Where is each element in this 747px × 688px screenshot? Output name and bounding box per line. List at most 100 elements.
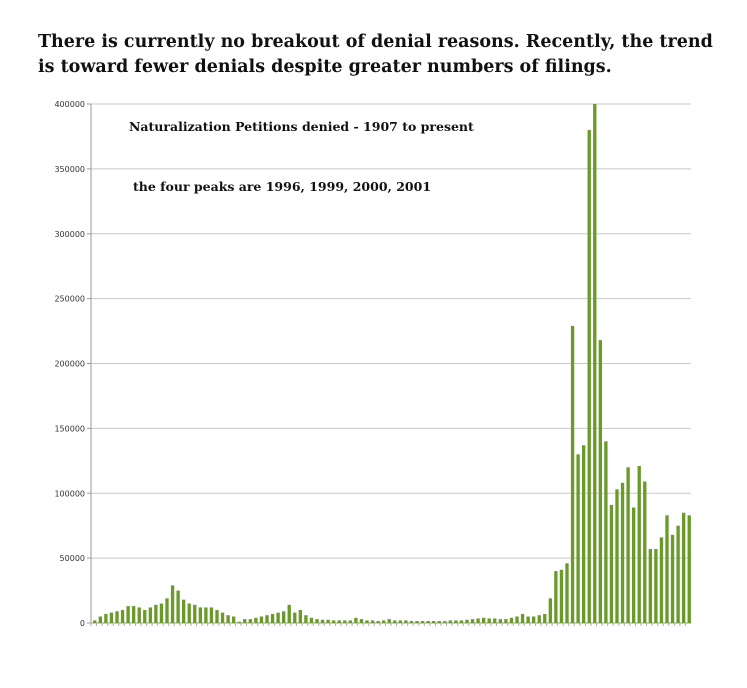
bar-2009: [659, 537, 664, 623]
bar-1938: [265, 615, 269, 623]
bar-1946: [309, 617, 314, 623]
y-axis-ticks: 0 50000 100000 150000 200000 250000 300000 3500…: [54, 100, 92, 628]
bar-1969: [437, 621, 441, 623]
bar-1939: [270, 613, 275, 623]
bar-2008: [654, 549, 658, 623]
bar-1948: [320, 619, 325, 623]
bar-1920: [165, 598, 169, 623]
y-tick-label: 350000: [54, 165, 85, 174]
bar-1944: [298, 610, 302, 623]
bar-2011: [670, 534, 675, 623]
bar-1960: [387, 619, 391, 623]
bar-1921: [170, 585, 175, 623]
bar-1965: [415, 621, 419, 623]
bar-1975: [470, 619, 475, 623]
bar-1923: [182, 599, 186, 623]
y-tick-label: 300000: [54, 230, 85, 239]
bar-1951: [337, 620, 341, 623]
bar-1958: [376, 621, 380, 623]
bar-1911: [115, 611, 119, 623]
bar-1974: [465, 619, 469, 623]
bar-1916: [143, 610, 147, 623]
bar-1930: [220, 612, 225, 623]
bar-1910: [109, 612, 114, 623]
bar-1942: [287, 604, 291, 623]
bar-1962: [398, 620, 402, 623]
bar-1945: [304, 615, 308, 623]
bar-1970: [443, 621, 447, 623]
bar-1947: [315, 619, 319, 623]
bar-1926: [198, 607, 202, 623]
bar-2010: [665, 515, 669, 623]
bar-1961: [393, 620, 397, 623]
bar-1933: [237, 621, 241, 623]
bar-1994: [576, 454, 580, 623]
bar-1928: [209, 607, 214, 623]
chart-subtitle: the four peaks are 1996, 1999, 2000, 200…: [133, 179, 431, 194]
bar-1992: [565, 563, 569, 623]
bar-1935: [248, 619, 252, 623]
bar-1999: [604, 441, 608, 623]
chart-title: Naturalization Petitions denied - 1907 t…: [129, 119, 474, 134]
bar-1964: [409, 621, 414, 623]
bar-1917: [148, 607, 152, 623]
bar-1919: [159, 603, 164, 623]
bar-2005: [637, 466, 641, 623]
bar-1967: [426, 621, 430, 623]
bar-1978: [487, 618, 491, 623]
bar-1981: [504, 619, 508, 623]
bar-2001: [615, 489, 619, 623]
bar-1973: [459, 620, 464, 623]
bar-1956: [365, 620, 369, 623]
bar-1966: [420, 621, 425, 623]
y-tick-label: 150000: [54, 424, 85, 433]
bar-1977: [482, 617, 486, 623]
bar-2012: [676, 525, 680, 623]
bar-1954: [354, 617, 358, 623]
bar-1983: [515, 616, 519, 623]
bar-1908: [98, 616, 102, 623]
bar-1995: [582, 445, 586, 623]
bar-1984: [520, 613, 525, 623]
bar-2003: [626, 467, 630, 623]
bar-1940: [276, 612, 280, 623]
bar-1985: [526, 616, 530, 623]
bar-1972: [454, 620, 458, 623]
y-tick-label: 250000: [54, 295, 85, 304]
bar-1952: [343, 620, 347, 623]
bar-1986: [532, 616, 536, 623]
bar-1949: [326, 619, 330, 623]
bar-1922: [176, 590, 180, 623]
bar-1982: [509, 617, 514, 623]
bar-1953: [348, 620, 352, 623]
bar-1976: [476, 618, 480, 623]
bar-1988: [543, 613, 547, 623]
bar-1993: [570, 325, 575, 623]
y-tick-label: 200000: [54, 360, 85, 369]
bar-2007: [648, 549, 652, 623]
bar-1934: [243, 619, 247, 623]
bar-1980: [498, 619, 502, 623]
bar-1907: [93, 620, 97, 623]
bar-1987: [537, 615, 541, 623]
bar-1912: [120, 610, 125, 623]
bar-1937: [259, 616, 264, 623]
bar-1989: [548, 598, 552, 623]
bar-1925: [193, 604, 197, 623]
bar-1971: [448, 620, 452, 623]
bar-1931: [226, 615, 230, 623]
bar-1932: [232, 616, 236, 623]
bar-2004: [632, 507, 636, 623]
bar-1936: [254, 617, 258, 623]
bar-2000: [609, 504, 614, 623]
bar-1924: [187, 603, 191, 623]
y-tick-label: 0: [80, 619, 85, 628]
y-tick-label: 50000: [60, 554, 85, 563]
bar-2002: [620, 482, 625, 623]
bar-2006: [643, 481, 647, 623]
x-axis-ticks: [90, 623, 686, 626]
bar-1943: [293, 612, 297, 623]
bar-1991: [559, 569, 564, 623]
bar-1929: [215, 610, 219, 623]
